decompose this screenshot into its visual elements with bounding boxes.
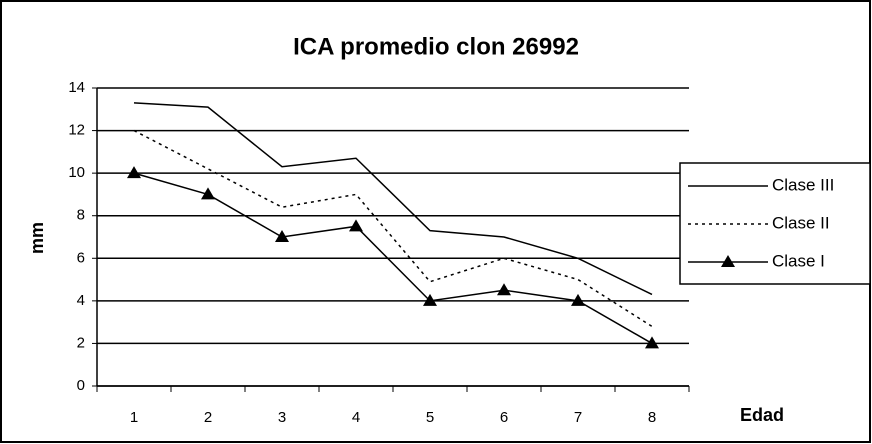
y-tick-label: 2 <box>77 334 85 351</box>
marker <box>645 336 659 349</box>
chart-title: ICA promedio clon 26992 <box>293 33 579 60</box>
x-tick-label: 3 <box>278 409 286 426</box>
y-tick-label: 14 <box>68 79 85 96</box>
legend-label: Clase I <box>772 251 825 270</box>
legend-label: Clase III <box>772 175 834 194</box>
marker <box>349 219 363 232</box>
x-tick-label: 8 <box>648 409 656 426</box>
marker <box>127 166 141 179</box>
marker <box>497 283 511 296</box>
y-tick-label: 12 <box>68 122 85 139</box>
y-tick-label: 8 <box>77 207 85 224</box>
x-tick-label: 1 <box>130 409 138 426</box>
marker <box>201 187 215 200</box>
y-tick-label: 0 <box>77 377 85 394</box>
x-tick-label: 6 <box>500 409 508 426</box>
legend-marker <box>721 255 735 267</box>
y-tick-label: 4 <box>77 292 85 309</box>
marker <box>571 293 585 306</box>
series-line <box>133 172 653 345</box>
marker <box>275 230 289 242</box>
legend-label: Clase II <box>772 213 830 232</box>
x-tick-label: 7 <box>574 409 582 426</box>
x-tick-label: 5 <box>426 409 434 426</box>
y-tick-label: 6 <box>77 249 85 266</box>
y-axis-label: mm <box>27 222 47 254</box>
y-tick-label: 10 <box>68 164 85 181</box>
x-axis-label: Edad <box>740 405 784 425</box>
series-line <box>133 129 653 328</box>
x-tick-label: 2 <box>204 409 212 426</box>
series-line <box>133 102 653 296</box>
marker <box>423 293 437 306</box>
x-tick-label: 4 <box>352 409 360 426</box>
